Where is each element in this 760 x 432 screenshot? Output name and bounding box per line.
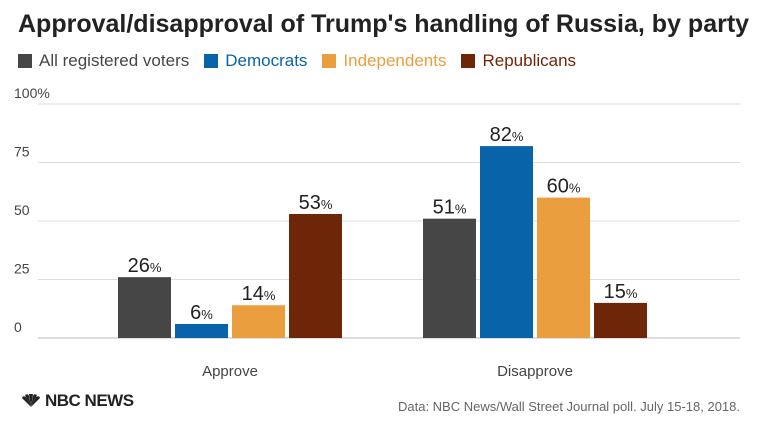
bar — [175, 323, 228, 338]
data-label: 14% — [242, 283, 276, 305]
x-category-label: Approve — [202, 363, 258, 380]
data-label: 15% — [604, 281, 638, 303]
y-tick-label: 50 — [14, 202, 30, 218]
bar — [423, 218, 476, 338]
legend-item-independents: Independents — [322, 51, 446, 71]
y-tick-label: 75 — [14, 144, 30, 160]
x-category-label: Disapprove — [497, 363, 573, 380]
peacock-icon — [22, 394, 40, 407]
logo-text: NBC NEWS — [45, 391, 134, 410]
bar — [480, 146, 533, 338]
legend-swatch — [204, 54, 219, 68]
y-tick-label: 25 — [14, 261, 30, 277]
source-note: Data: NBC News/Wall Street Journal poll.… — [397, 399, 740, 414]
bar — [232, 305, 285, 338]
legend-swatch — [322, 54, 337, 68]
nbc-news-logo: NBC NEWS — [20, 391, 134, 411]
legend-item-all-registered-voters: All registered voters — [18, 51, 189, 71]
data-label: 82% — [490, 124, 524, 146]
legend-item-democrats: Democrats — [204, 51, 307, 71]
legend-label: All registered voters — [39, 51, 190, 70]
chart-title: Approval/disapproval of Trump's handling… — [18, 10, 750, 38]
data-label: 6% — [190, 302, 213, 324]
bar — [289, 213, 342, 338]
legend: All registered voters Democrats Independ… — [18, 51, 591, 71]
legend-swatch — [461, 54, 476, 68]
legend-label: Independents — [343, 51, 447, 70]
bar — [537, 197, 590, 338]
legend-item-republicans: Republicans — [461, 51, 576, 71]
data-label: 26% — [128, 255, 162, 277]
bar — [594, 302, 647, 338]
legend-label: Republicans — [482, 51, 577, 70]
data-label: 60% — [547, 176, 581, 198]
legend-label: Democrats — [225, 51, 308, 70]
data-label: 53% — [299, 192, 333, 214]
y-tick-label: 100% — [14, 85, 50, 101]
data-label: 51% — [433, 197, 467, 219]
y-tick-label: 0 — [14, 319, 22, 335]
bar — [118, 277, 171, 338]
legend-swatch — [18, 54, 32, 68]
